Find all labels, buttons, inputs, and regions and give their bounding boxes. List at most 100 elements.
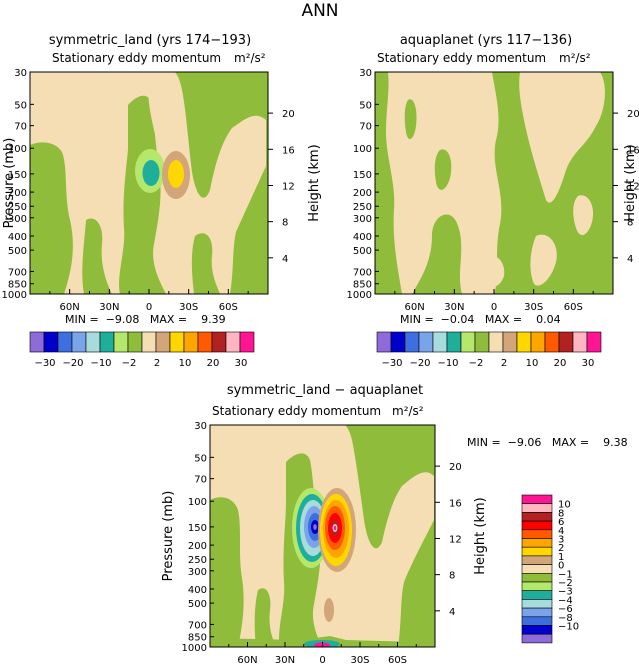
y-tick-label: 850	[8, 280, 27, 291]
panel2-tan-region	[573, 195, 594, 236]
y-tick-label: 400	[353, 232, 372, 243]
colorbar-label: 20	[554, 358, 567, 369]
colorbar-swatch	[572, 331, 588, 353]
colorbar-label: 30	[582, 358, 595, 369]
colorbar-swatch	[29, 331, 45, 353]
colorbar-label: −8	[558, 613, 573, 624]
y-tick-label: 100	[188, 497, 207, 508]
x-tick-label: 30S	[350, 655, 369, 666]
colorbar-swatch	[521, 503, 553, 513]
colorbar-label: −2	[469, 358, 484, 369]
y-tick-label: 70	[14, 122, 27, 133]
colorbar-label: −2	[122, 358, 137, 369]
colorbar-swatch	[57, 331, 73, 353]
panel3-green-region	[210, 497, 244, 647]
panel-difference: symmetric_land − aquaplanet Stationary e…	[161, 383, 628, 666]
colorbar-swatch	[521, 590, 553, 600]
panel1-tan-region	[148, 79, 160, 134]
y-tick-label: 1000	[2, 290, 27, 301]
y-tick-label: 500	[188, 599, 207, 610]
y-tick-label: 50	[359, 100, 372, 111]
x-tick-label: 60S	[219, 302, 238, 313]
y-tick-label: 700	[353, 267, 372, 278]
colorbar-swatch	[521, 581, 553, 591]
colorbar-label: 10	[558, 500, 571, 511]
colorbar-label: 30	[235, 358, 248, 369]
panel3-pos-contour	[324, 598, 334, 622]
x-tick-label: 30N	[444, 302, 464, 313]
panel1-green-region	[119, 95, 166, 294]
x-tick-label: 60N	[405, 302, 425, 313]
colorbar-label: −20	[409, 358, 430, 369]
x-tick-label: 30N	[275, 655, 295, 666]
colorbar-label: 2	[154, 358, 160, 369]
colorbar-swatch	[474, 331, 490, 353]
colorbar-swatch	[127, 331, 143, 353]
y-tick-label: 200	[188, 541, 207, 552]
panel2-tan-region	[530, 234, 557, 286]
height-tick-label: 12	[627, 181, 639, 192]
height-tick-label: 4	[449, 607, 455, 618]
y-tick-label: 50	[14, 100, 27, 111]
y-tick-label: 300	[353, 214, 372, 225]
y-tick-label: 250	[353, 202, 372, 213]
y-tick-label: 30	[14, 68, 27, 79]
panel1-min-max: MIN = −9.08 MAX = 9.39	[65, 313, 226, 326]
y-tick-label: 150	[353, 170, 372, 181]
y-tick-label: 30	[359, 68, 372, 79]
colorbar-swatch	[521, 538, 553, 548]
panel-symmetric-land: symmetric_land (yrs 174−193) Stationary …	[2, 33, 322, 369]
y-tick-label: 300	[8, 214, 27, 225]
colorbar-label: −30	[381, 358, 402, 369]
panel1-pos-contour	[168, 160, 184, 188]
colorbar-swatch	[404, 331, 420, 353]
panel-aquaplanet: aquaplanet (yrs 117−136) Stationary eddy…	[347, 33, 639, 369]
colorbar-swatch	[521, 546, 553, 557]
colorbar-label: 0	[558, 561, 564, 572]
height-tick-label: 12	[449, 534, 462, 545]
colorbar-swatch	[99, 331, 115, 353]
colorbar-label: −10	[437, 358, 458, 369]
y-tick-label: 400	[8, 232, 27, 243]
colorbar-swatch	[521, 512, 553, 522]
panel2-x-axis: 60N 30N 0 30S 60S	[394, 289, 594, 313]
panel2-title: aquaplanet (yrs 117−136)	[400, 33, 572, 48]
height-tick-label: 16	[449, 498, 462, 509]
colorbar-swatch	[521, 572, 553, 583]
panel2-tan-region	[519, 72, 605, 203]
y-tick-label: 500	[8, 246, 27, 257]
height-tick-label: 16	[627, 145, 639, 156]
colorbar-label: −3	[558, 587, 573, 598]
colorbar-swatch	[43, 331, 59, 353]
colorbar-swatch	[141, 331, 157, 353]
colorbar-swatch	[516, 331, 532, 353]
x-tick-label: 60S	[388, 655, 407, 666]
panel3-ylabel-right: Height (km)	[473, 497, 488, 574]
panel3-green-region	[345, 425, 435, 647]
colorbar-swatch	[211, 331, 227, 353]
x-tick-label: 30S	[179, 302, 198, 313]
panel2-plot-area	[375, 72, 613, 294]
colorbar-label: −10	[558, 622, 579, 633]
y-tick-label: 100	[8, 144, 27, 155]
panel1-green-region	[82, 218, 112, 294]
colorbar-swatch	[446, 331, 462, 353]
panel3-title: symmetric_land − aquaplanet	[227, 383, 423, 398]
colorbar-label: −1	[558, 569, 573, 580]
colorbar-label: −4	[558, 595, 573, 606]
colorbar-swatch	[586, 331, 602, 353]
y-tick-label: 850	[188, 633, 207, 644]
colorbar-swatch	[544, 331, 560, 353]
colorbar-label: 3	[558, 535, 564, 546]
colorbar-label: 4	[558, 526, 564, 537]
panel3-pos-contour	[333, 526, 337, 530]
colorbar-swatch	[85, 331, 101, 353]
panel1-subtitle: Stationary eddy momentum	[52, 51, 221, 65]
panel1-units: m²/s²	[234, 51, 266, 65]
colorbar-swatch	[197, 331, 213, 353]
y-tick-label: 100	[353, 144, 372, 155]
figure-title: ANN	[301, 1, 338, 21]
height-tick-label: 4	[627, 254, 633, 265]
